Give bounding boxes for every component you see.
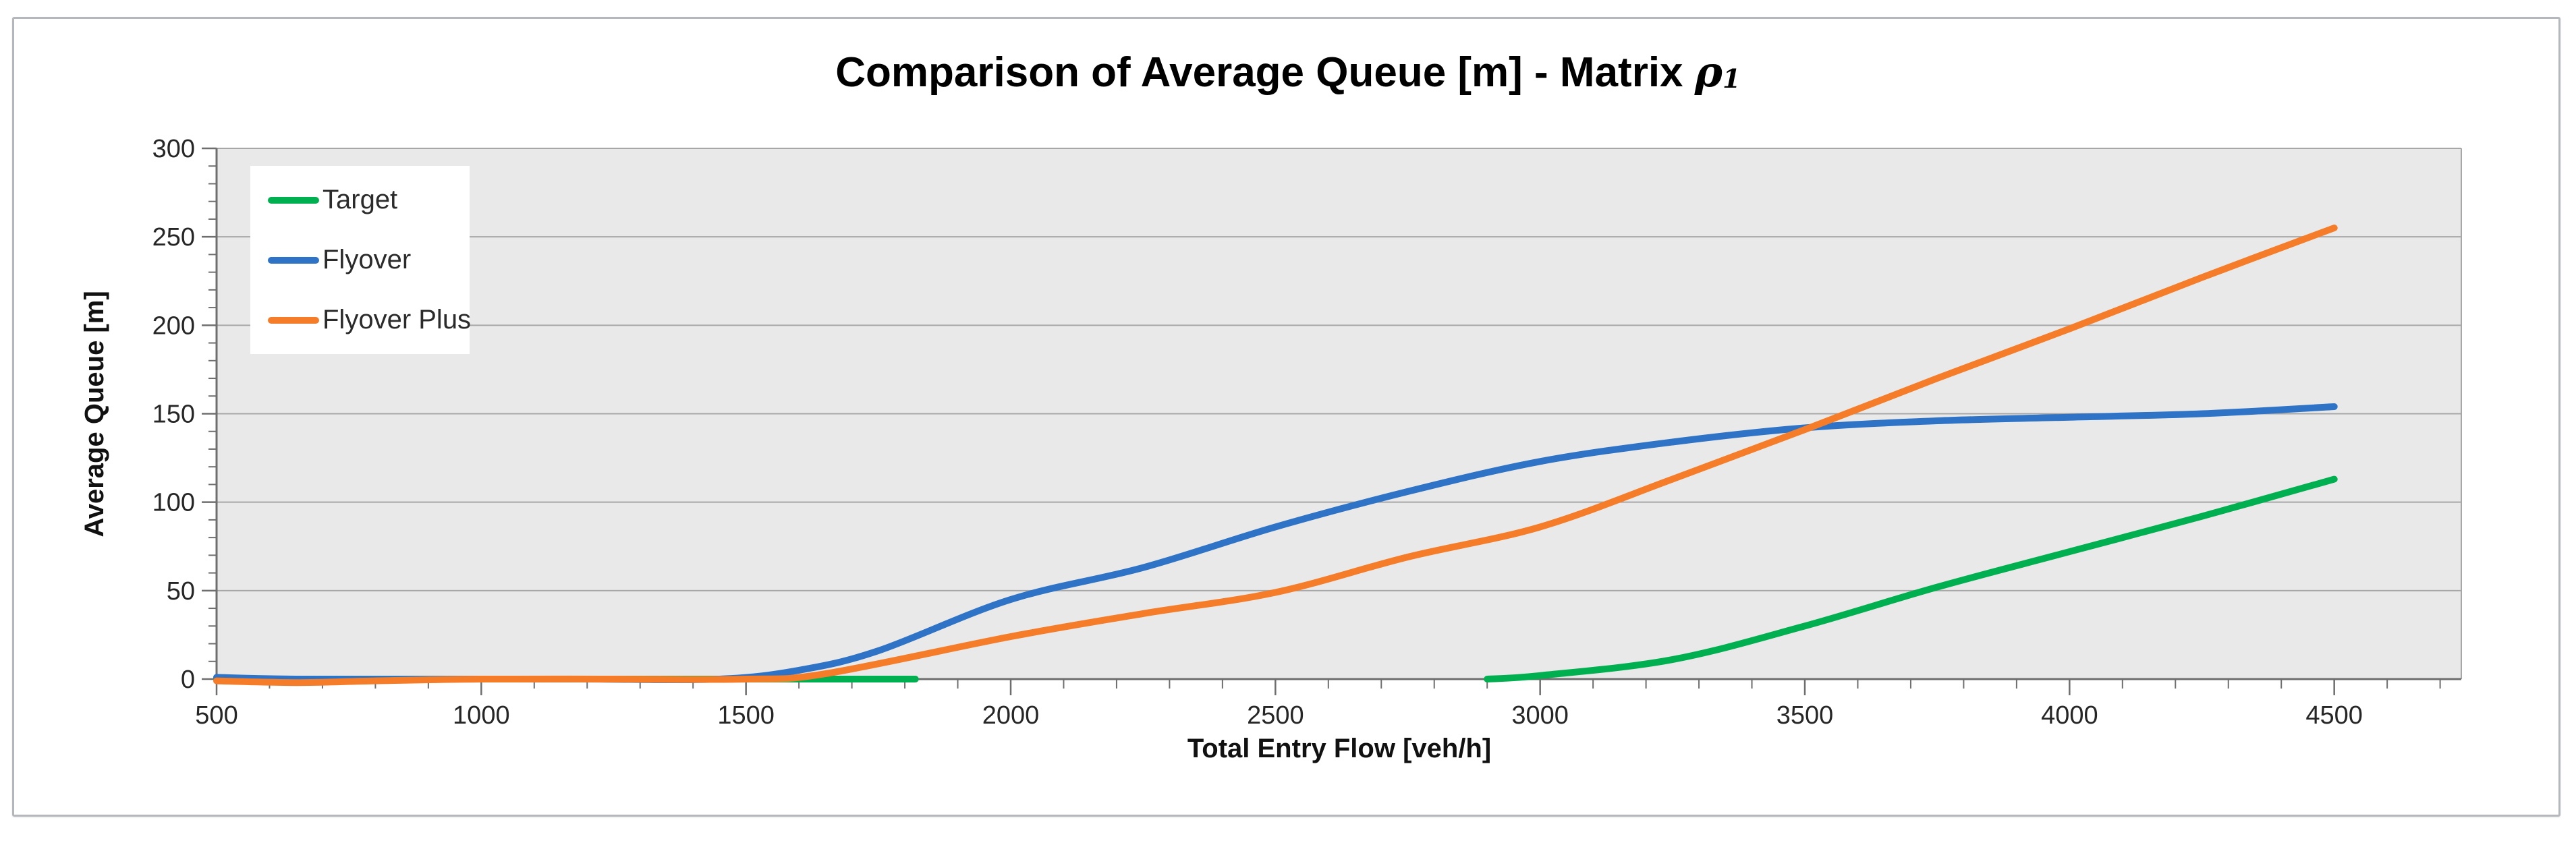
x-tick-label: 3500	[1776, 701, 1834, 730]
series-line-flyover-plus	[213, 225, 2338, 687]
chart-title-text: Comparison of Average Queue [m] - Matrix	[835, 49, 1695, 96]
chart-title-rho-subscript: 1	[1723, 64, 1741, 95]
y-axis-title: Average Queue [m]	[80, 291, 109, 537]
x-tick-label: 1500	[717, 701, 775, 730]
x-tick-label: 3000	[1511, 701, 1569, 730]
legend-swatch-target	[268, 196, 319, 204]
x-tick-label: 1000	[453, 701, 510, 730]
legend-swatch-flyover-plus	[268, 316, 319, 324]
x-axis-title: Total Entry Flow [veh/h]	[1187, 734, 1492, 763]
x-tick-label: 4500	[2305, 701, 2363, 730]
legend-label-target: Target	[323, 185, 398, 214]
y-tick-label: 300	[152, 135, 195, 163]
chart-title-rho-symbol: ρ	[1694, 47, 1723, 96]
legend-item-target: Target	[250, 185, 470, 215]
legend-label-flyover-plus: Flyover Plus	[323, 305, 472, 334]
figure-frame-border	[12, 17, 2560, 817]
y-tick-label: 250	[152, 223, 195, 252]
chart-title: Comparison of Average Queue [m] - Matrix…	[0, 47, 2576, 96]
x-tick-label: 2000	[982, 701, 1040, 730]
x-tick-label: 4000	[2041, 701, 2098, 730]
legend-swatch-flyover	[268, 256, 319, 264]
series-line-target-segment-2	[1484, 475, 2338, 682]
y-tick-label: 200	[152, 312, 195, 340]
legend-item-flyover-plus: Flyover Plus	[250, 305, 472, 335]
x-tick-label: 2500	[1247, 701, 1304, 730]
legend-item-flyover: Flyover	[250, 245, 470, 275]
x-tick-label: 500	[195, 701, 237, 730]
y-tick-label: 100	[152, 489, 195, 517]
legend-label-flyover: Flyover	[323, 245, 412, 274]
legend-box: Target Flyover Flyover Plus	[250, 166, 472, 354]
y-tick-label: 0	[181, 666, 195, 694]
y-tick-label: 150	[152, 401, 195, 429]
y-tick-label: 50	[167, 577, 195, 606]
